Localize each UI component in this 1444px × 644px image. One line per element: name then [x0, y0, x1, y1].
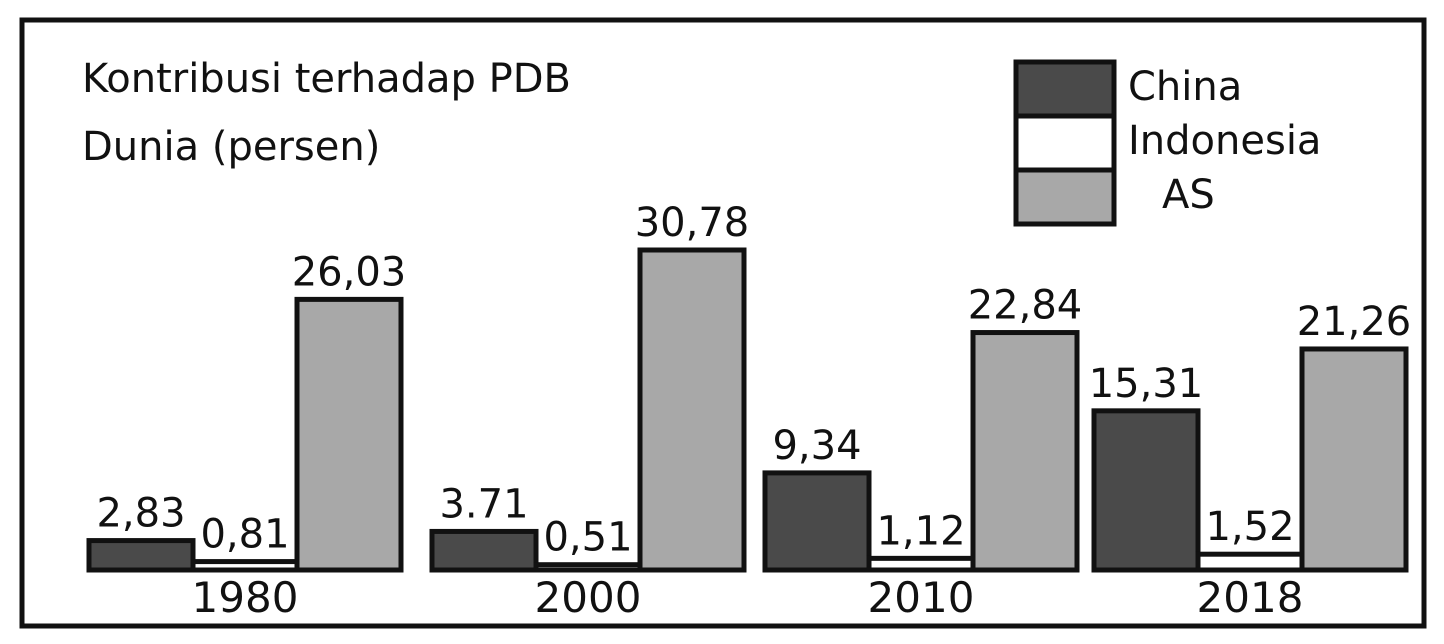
- bar-china-2000: [429, 528, 539, 573]
- category-label-2000: 2000: [535, 573, 642, 622]
- legend-swatch-china: [1013, 59, 1117, 119]
- legend-label-china: China: [1128, 64, 1242, 110]
- value-label-china-1980: 2,83: [96, 491, 185, 537]
- chart-title: Kontribusi terhadap PDB: [82, 56, 571, 102]
- bar-as-2000: [637, 247, 747, 573]
- legend-label-indonesia: Indonesia: [1128, 118, 1321, 164]
- value-label-as-2018: 21,26: [1297, 299, 1412, 345]
- category-label-2010: 2010: [868, 573, 975, 622]
- bar-as-2010: [970, 330, 1080, 573]
- category-label-2018: 2018: [1197, 573, 1304, 622]
- value-label-indonesia-2018: 1,52: [1205, 504, 1294, 550]
- value-labels: 2,83 0,8126,033.710,5130,789,341,1222,841…: [96, 200, 1411, 561]
- category-labels: 1980 2000 2010 2018: [192, 573, 1304, 622]
- value-label-china-2000: 3.71: [439, 481, 528, 527]
- bar-as-1980: [294, 296, 404, 573]
- bars: [86, 247, 1409, 573]
- value-label-china-2010: 9,34: [772, 423, 861, 469]
- category-label-1980: 1980: [192, 573, 299, 622]
- legend-swatch-indonesia: [1013, 113, 1117, 173]
- chart-subtitle: Dunia (persen): [82, 124, 380, 170]
- value-label-as-1980: 26,03: [292, 249, 407, 295]
- value-label-indonesia-1980: 0,81: [200, 512, 289, 558]
- value-label-as-2000: 30,78: [635, 200, 750, 246]
- bar-china-2018: [1091, 408, 1201, 573]
- bar-as-2018: [1299, 346, 1409, 573]
- value-label-as-2010: 22,84: [968, 283, 1083, 329]
- value-label-china-2018: 15,31: [1089, 361, 1204, 407]
- legend: China Indonesia AS: [1013, 59, 1321, 227]
- value-label-indonesia-2000: 0,51: [543, 515, 632, 561]
- legend-swatch-as: [1013, 167, 1117, 227]
- value-label-indonesia-2010: 1,12: [876, 508, 965, 554]
- bar-china-1980: [86, 538, 196, 573]
- bar-china-2010: [762, 470, 872, 573]
- legend-label-as: AS: [1162, 172, 1215, 218]
